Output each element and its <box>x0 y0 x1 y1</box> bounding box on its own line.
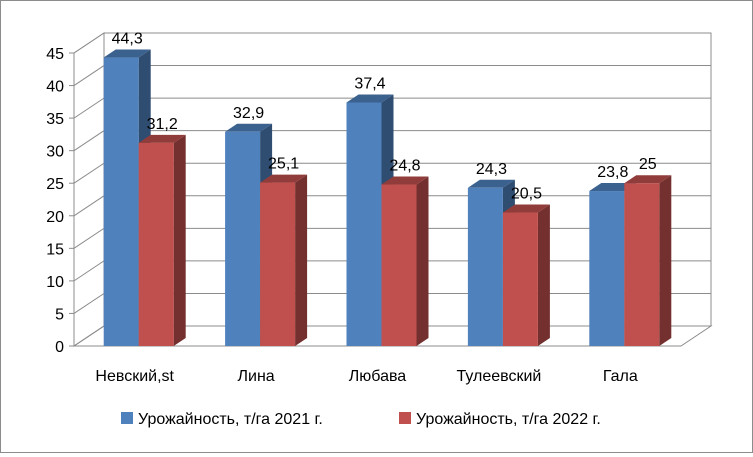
legend-swatch <box>121 412 133 424</box>
bar-front <box>624 183 660 346</box>
y-tick-label: 0 <box>55 339 64 356</box>
data-label: 20,5 <box>511 186 542 203</box>
bar-front <box>260 182 296 346</box>
data-label: 23,8 <box>597 164 628 181</box>
category-labels: Невский,st Лина Любава Тулеевский Гала <box>95 368 637 385</box>
bar <box>260 174 308 346</box>
bar-front <box>502 212 538 346</box>
bar-front <box>467 187 503 346</box>
bar-side <box>416 176 429 346</box>
bars <box>103 49 672 347</box>
side-wall <box>73 32 105 347</box>
data-label: 44,3 <box>112 31 143 48</box>
data-label: 31,2 <box>147 116 178 133</box>
bar-top <box>225 123 273 132</box>
bar-front <box>589 191 625 346</box>
data-label: 25,1 <box>268 156 299 173</box>
bar-top <box>103 49 151 58</box>
data-label: 24,8 <box>389 158 420 175</box>
data-label: 25 <box>639 156 657 173</box>
y-axis-ticks: 0 5 10 15 20 25 30 35 40 45 <box>46 46 74 356</box>
bar-front <box>346 102 382 347</box>
bar-top <box>260 174 308 183</box>
bar-side <box>173 134 186 346</box>
category-label: Лина <box>238 368 275 385</box>
gridline <box>73 65 711 86</box>
data-label: 37,4 <box>354 75 385 92</box>
bar-front <box>103 57 139 347</box>
legend-label: Урожайность, т/га 2021 г. <box>138 411 323 428</box>
bar-top <box>346 94 394 103</box>
category-label: Невский,st <box>95 368 174 385</box>
bar-top <box>624 175 672 184</box>
bar-top <box>467 179 515 188</box>
bar-top <box>502 204 550 213</box>
y-tick-label: 20 <box>46 209 64 226</box>
legend-item: Урожайность, т/га 2022 г. <box>399 411 601 428</box>
category-label: Тулеевский <box>456 368 541 385</box>
y-tick-label: 40 <box>46 79 64 96</box>
category-label: Любава <box>349 368 407 385</box>
y-tick-label: 15 <box>46 241 64 258</box>
bar-side <box>659 175 672 346</box>
bar-front <box>138 142 174 346</box>
bar <box>138 134 186 346</box>
legend-item: Урожайность, т/га 2021 г. <box>121 411 323 428</box>
bar <box>381 176 429 346</box>
bar-side <box>537 204 550 346</box>
y-tick-label: 5 <box>55 306 64 323</box>
legend-swatch <box>399 412 411 424</box>
legend: Урожайность, т/га 2021 г. Урожайность, т/… <box>121 411 601 428</box>
bar-side <box>295 174 308 346</box>
data-label: 24,3 <box>476 161 507 178</box>
gridline <box>73 32 711 54</box>
bar-front <box>381 184 417 346</box>
bar-front <box>225 131 261 346</box>
data-labels: 44,3 31,2 32,9 25,1 37,4 24,8 24,320,5 23,8 25 <box>112 31 657 203</box>
y-tick-label: 10 <box>46 274 64 291</box>
y-tick-label: 30 <box>46 144 64 161</box>
bar <box>502 204 550 346</box>
legend-label: Урожайность, т/га 2022 г. <box>416 411 601 428</box>
y-tick-label: 35 <box>46 111 64 128</box>
y-tick-label: 45 <box>46 46 64 63</box>
category-label: Гала <box>603 368 638 385</box>
bar-top <box>381 176 429 185</box>
data-label: 32,9 <box>233 105 264 122</box>
bar-top <box>138 134 186 143</box>
bar <box>624 175 672 346</box>
y-tick-label: 25 <box>46 176 64 193</box>
